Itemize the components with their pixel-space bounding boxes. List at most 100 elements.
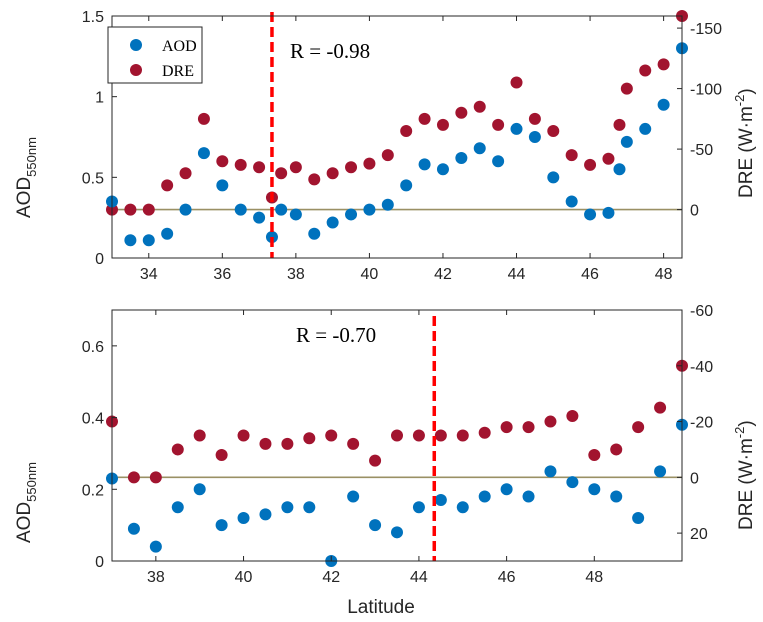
aod-point bbox=[179, 203, 192, 216]
dre-point bbox=[473, 100, 486, 113]
dre-point bbox=[547, 124, 560, 137]
x-tick-label: 42 bbox=[322, 569, 340, 586]
dre-point bbox=[149, 471, 162, 484]
aod-point bbox=[149, 540, 162, 553]
dre-point bbox=[544, 415, 557, 428]
x-tick-label: 36 bbox=[213, 266, 231, 283]
aod-point bbox=[347, 490, 360, 503]
aod-point bbox=[303, 501, 316, 514]
aod-point bbox=[127, 522, 140, 535]
left-y-tick-label: 0 bbox=[95, 251, 104, 268]
dre-point bbox=[602, 152, 615, 165]
right-y-label-main: DRE (W·m bbox=[736, 438, 757, 530]
dre-point bbox=[275, 167, 288, 180]
aod-point bbox=[455, 151, 468, 164]
panel-top: 34 36 38 40 42 44 46 48 0 0.5 1 1.5 -150 -100 -50 0 R… bbox=[14, 9, 757, 283]
aod-point bbox=[588, 483, 601, 496]
right-y-tick-label: 0 bbox=[690, 203, 699, 220]
aod-point bbox=[216, 179, 229, 192]
left-y-tick-label: 1 bbox=[95, 90, 104, 107]
dre-point bbox=[197, 112, 210, 125]
left-y-label-sub: 550nm bbox=[24, 137, 39, 177]
x-axis-label: Latitude bbox=[347, 597, 415, 618]
dre-point bbox=[345, 161, 358, 174]
dre-point bbox=[456, 429, 469, 442]
dre-point bbox=[455, 106, 468, 119]
dre-point bbox=[639, 64, 652, 77]
dre-point bbox=[234, 158, 247, 171]
aod-point bbox=[142, 234, 155, 247]
dre-point bbox=[620, 82, 633, 95]
right-y-tick-label: -100 bbox=[690, 82, 722, 99]
dre-point bbox=[281, 437, 294, 450]
aod-point bbox=[381, 198, 394, 211]
legend-aod-label: AOD bbox=[162, 38, 197, 55]
dre-point bbox=[369, 454, 382, 467]
dre-point bbox=[289, 161, 302, 174]
aod-point bbox=[161, 227, 174, 240]
aod-point bbox=[566, 476, 579, 489]
right-y-label-sup: -2 bbox=[732, 95, 747, 107]
left-y-tick-label: 0.2 bbox=[82, 482, 104, 499]
left-y-label-sub: 550nm bbox=[24, 462, 39, 502]
legend-dre-marker bbox=[130, 64, 142, 76]
x-tick-label: 46 bbox=[498, 569, 516, 586]
panel-top-legend: AOD DRE bbox=[107, 26, 203, 84]
left-y-tick-label: 0.6 bbox=[82, 339, 104, 356]
panel-top-x-ticks: 34 36 38 40 42 44 46 48 bbox=[140, 16, 673, 283]
aod-point bbox=[436, 163, 449, 176]
dre-point bbox=[347, 437, 360, 450]
panel-bottom-left-y-label: AOD550nm bbox=[14, 462, 39, 543]
aod-point bbox=[400, 179, 413, 192]
dre-point bbox=[657, 58, 670, 71]
aod-point bbox=[547, 171, 560, 184]
aod-point bbox=[259, 508, 272, 521]
aod-point bbox=[363, 203, 376, 216]
dre-point bbox=[566, 409, 579, 422]
aod-point bbox=[253, 211, 266, 224]
dre-point bbox=[400, 124, 413, 137]
dre-point bbox=[565, 149, 578, 162]
aod-point bbox=[391, 526, 403, 539]
dre-point bbox=[391, 429, 403, 442]
right-y-tick-label: -20 bbox=[690, 415, 713, 432]
aod-point bbox=[522, 490, 535, 503]
panel-bottom-right-y-label: DRE (W·m-2) bbox=[732, 420, 757, 530]
aod-point bbox=[171, 501, 184, 514]
right-y-tick-label: -40 bbox=[690, 359, 713, 376]
dre-point bbox=[124, 203, 137, 216]
dre-point bbox=[528, 112, 541, 125]
x-tick-label: 38 bbox=[147, 569, 165, 586]
dre-point bbox=[588, 449, 601, 462]
panel-bottom-left-y-ticks: 0 0.2 0.4 0.6 bbox=[82, 339, 117, 571]
aod-point bbox=[281, 501, 294, 514]
aod-point bbox=[544, 465, 557, 478]
dre-point bbox=[632, 421, 645, 434]
right-y-label-sup: -2 bbox=[732, 427, 747, 439]
panel-bottom-aod-series bbox=[106, 418, 688, 567]
dre-point bbox=[326, 167, 339, 180]
dre-point bbox=[418, 112, 431, 125]
dre-point bbox=[434, 429, 447, 442]
x-tick-label: 46 bbox=[581, 266, 599, 283]
aod-point bbox=[478, 490, 491, 503]
right-y-tick-label: -50 bbox=[690, 142, 713, 159]
aod-point bbox=[632, 511, 645, 524]
panel-bottom-dre-series bbox=[106, 359, 688, 484]
aod-point bbox=[275, 203, 288, 216]
dre-point bbox=[142, 203, 155, 216]
x-tick-label: 38 bbox=[287, 266, 305, 283]
x-tick-label: 34 bbox=[140, 266, 158, 283]
aod-point bbox=[456, 501, 469, 514]
aod-point bbox=[657, 98, 670, 111]
aod-point bbox=[193, 483, 206, 496]
left-y-label-main: AOD bbox=[14, 177, 35, 218]
right-y-tick-label: -150 bbox=[690, 21, 722, 38]
left-y-tick-label: 0.4 bbox=[82, 411, 104, 428]
right-y-tick-label: 0 bbox=[690, 470, 699, 487]
dre-point bbox=[259, 437, 272, 450]
aod-point bbox=[613, 163, 626, 176]
right-y-tick-label: 20 bbox=[690, 526, 708, 543]
